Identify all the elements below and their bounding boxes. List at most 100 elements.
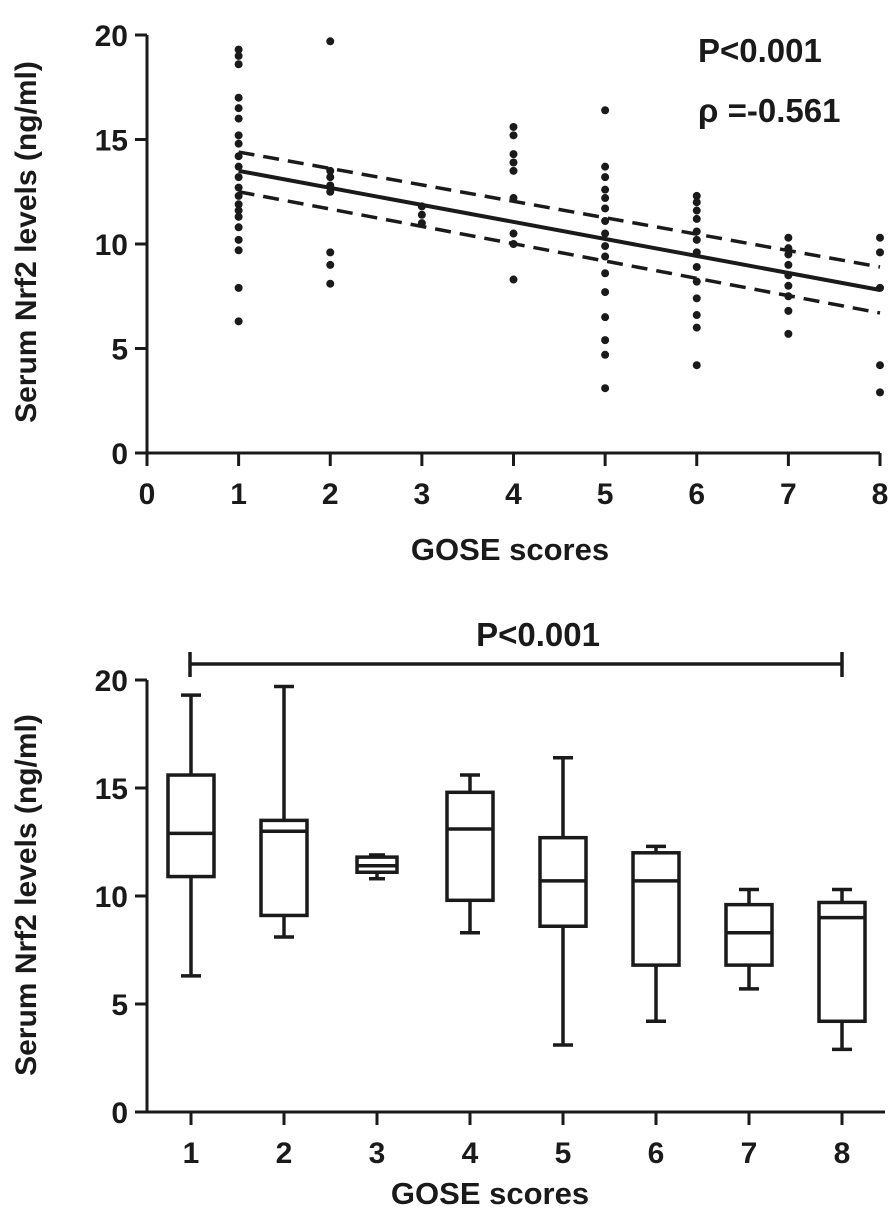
- box-plot-6: [631, 844, 681, 1024]
- scatter-point: [234, 131, 243, 140]
- box-y-tick-label: 20: [95, 665, 128, 698]
- scatter-rho-value: ρ =-0.561: [698, 92, 840, 129]
- scatter-point: [601, 173, 610, 182]
- scatter-point: [601, 185, 610, 194]
- scatter-point: [876, 248, 884, 257]
- scatter-point: [692, 235, 701, 244]
- scatter-y-tick-label: 5: [111, 334, 128, 367]
- box-x-tick-label: 5: [555, 1137, 572, 1170]
- scatter-point: [692, 311, 701, 320]
- scatter-point: [876, 233, 884, 242]
- scatter-point: [692, 323, 701, 332]
- scatter-point: [234, 283, 243, 292]
- scatter-point: [234, 152, 243, 161]
- box-x-tick-label: 2: [276, 1137, 293, 1170]
- box-plot-8: [817, 887, 867, 1052]
- scatter-point: [326, 248, 335, 257]
- scatter-point: [601, 288, 610, 297]
- scatter-point: [509, 158, 518, 167]
- boxplot-panel: Serum Nrf2 levels (ng/ml) GOSE scores P<…: [10, 616, 885, 1210]
- scatter-panel: Serum Nrf2 levels (ng/ml) GOSE scores P<…: [10, 20, 888, 567]
- scatter-y-tick-label: 15: [95, 125, 128, 158]
- box-body: [817, 900, 867, 1024]
- scatter-point: [234, 223, 243, 232]
- box-plot-4: [445, 773, 495, 935]
- box-plot-3: [355, 853, 399, 881]
- scatter-point: [692, 214, 701, 223]
- box-x-tick-label: 8: [834, 1137, 851, 1170]
- scatter-point: [876, 388, 884, 397]
- box-body: [259, 818, 309, 918]
- box-x-tick-label: 1: [183, 1137, 200, 1170]
- scatter-point: [509, 122, 518, 131]
- box-body: [445, 790, 495, 903]
- scatter-point: [784, 260, 793, 269]
- scatter-point: [326, 173, 335, 182]
- scatter-point: [234, 246, 243, 255]
- scatter-point: [326, 166, 335, 175]
- scatter-point: [692, 191, 701, 200]
- scatter-point: [509, 275, 518, 284]
- box-y-tick-label: 0: [111, 1097, 128, 1130]
- regression-line: [238, 168, 881, 292]
- scatter-x-tick-label: 5: [597, 478, 614, 511]
- scatter-point: [234, 235, 243, 244]
- scatter-point: [234, 139, 243, 148]
- box-y-tick-label: 5: [111, 989, 128, 1022]
- scatter-point: [601, 269, 610, 278]
- scatter-point: [326, 279, 335, 288]
- scatter-point: [601, 242, 610, 251]
- scatter-x-tick-label: 0: [139, 478, 156, 511]
- box-plot-1: [166, 693, 216, 978]
- scatter-point: [509, 229, 518, 238]
- scatter-point: [234, 183, 243, 192]
- scatter-point: [234, 93, 243, 102]
- scatter-point: [234, 104, 243, 113]
- scatter-x-tick-label: 7: [780, 478, 797, 511]
- box-x-tick-label: 4: [462, 1137, 479, 1170]
- scatter-point: [692, 206, 701, 215]
- scatter-point: [601, 336, 610, 345]
- box-y-axis-label: Serum Nrf2 levels (ng/ml): [10, 714, 43, 1076]
- scatter-point: [784, 306, 793, 315]
- ci-upper-line: [238, 150, 881, 269]
- scatter-x-tick-label: 8: [872, 478, 889, 511]
- scatter-point: [692, 294, 701, 303]
- box-body: [166, 773, 216, 879]
- scatter-y-tick-label: 0: [111, 438, 128, 471]
- box-body: [724, 902, 774, 967]
- scatter-point: [876, 361, 884, 370]
- scatter-point: [234, 206, 243, 215]
- scatter-point: [601, 162, 610, 171]
- scatter-point: [234, 51, 243, 60]
- box-plot-5: [538, 756, 588, 1047]
- ci-lower-line: [238, 190, 881, 315]
- box-x-tick-label: 3: [369, 1137, 386, 1170]
- scatter-point: [601, 204, 610, 213]
- scatter-point: [601, 313, 610, 322]
- scatter-point: [692, 262, 701, 271]
- scatter-point: [601, 229, 610, 238]
- scatter-point: [601, 252, 610, 261]
- scatter-point: [234, 45, 243, 54]
- scatter-point: [509, 166, 518, 175]
- box-y-tick-label: 10: [95, 881, 128, 914]
- scatter-point: [601, 106, 610, 115]
- scatter-y-tick-label: 10: [95, 229, 128, 262]
- scatter-p-value: P<0.001: [698, 32, 822, 69]
- box-p-value: P<0.001: [476, 616, 600, 653]
- scatter-point: [601, 194, 610, 203]
- scatter-point: [601, 217, 610, 226]
- scatter-y-axis-label: Serum Nrf2 levels (ng/ml): [10, 61, 43, 423]
- scatter-point: [234, 162, 243, 171]
- scatter-point: [692, 361, 701, 370]
- scatter-point: [784, 281, 793, 290]
- scatter-x-axis-label: GOSE scores: [411, 532, 609, 567]
- scatter-point: [234, 200, 243, 209]
- scatter-point: [326, 260, 335, 269]
- box-x-axis-label: GOSE scores: [391, 1176, 589, 1210]
- box-body: [631, 851, 681, 967]
- scatter-x-tick-label: 2: [322, 478, 339, 511]
- box-x-tick-label: 7: [741, 1137, 758, 1170]
